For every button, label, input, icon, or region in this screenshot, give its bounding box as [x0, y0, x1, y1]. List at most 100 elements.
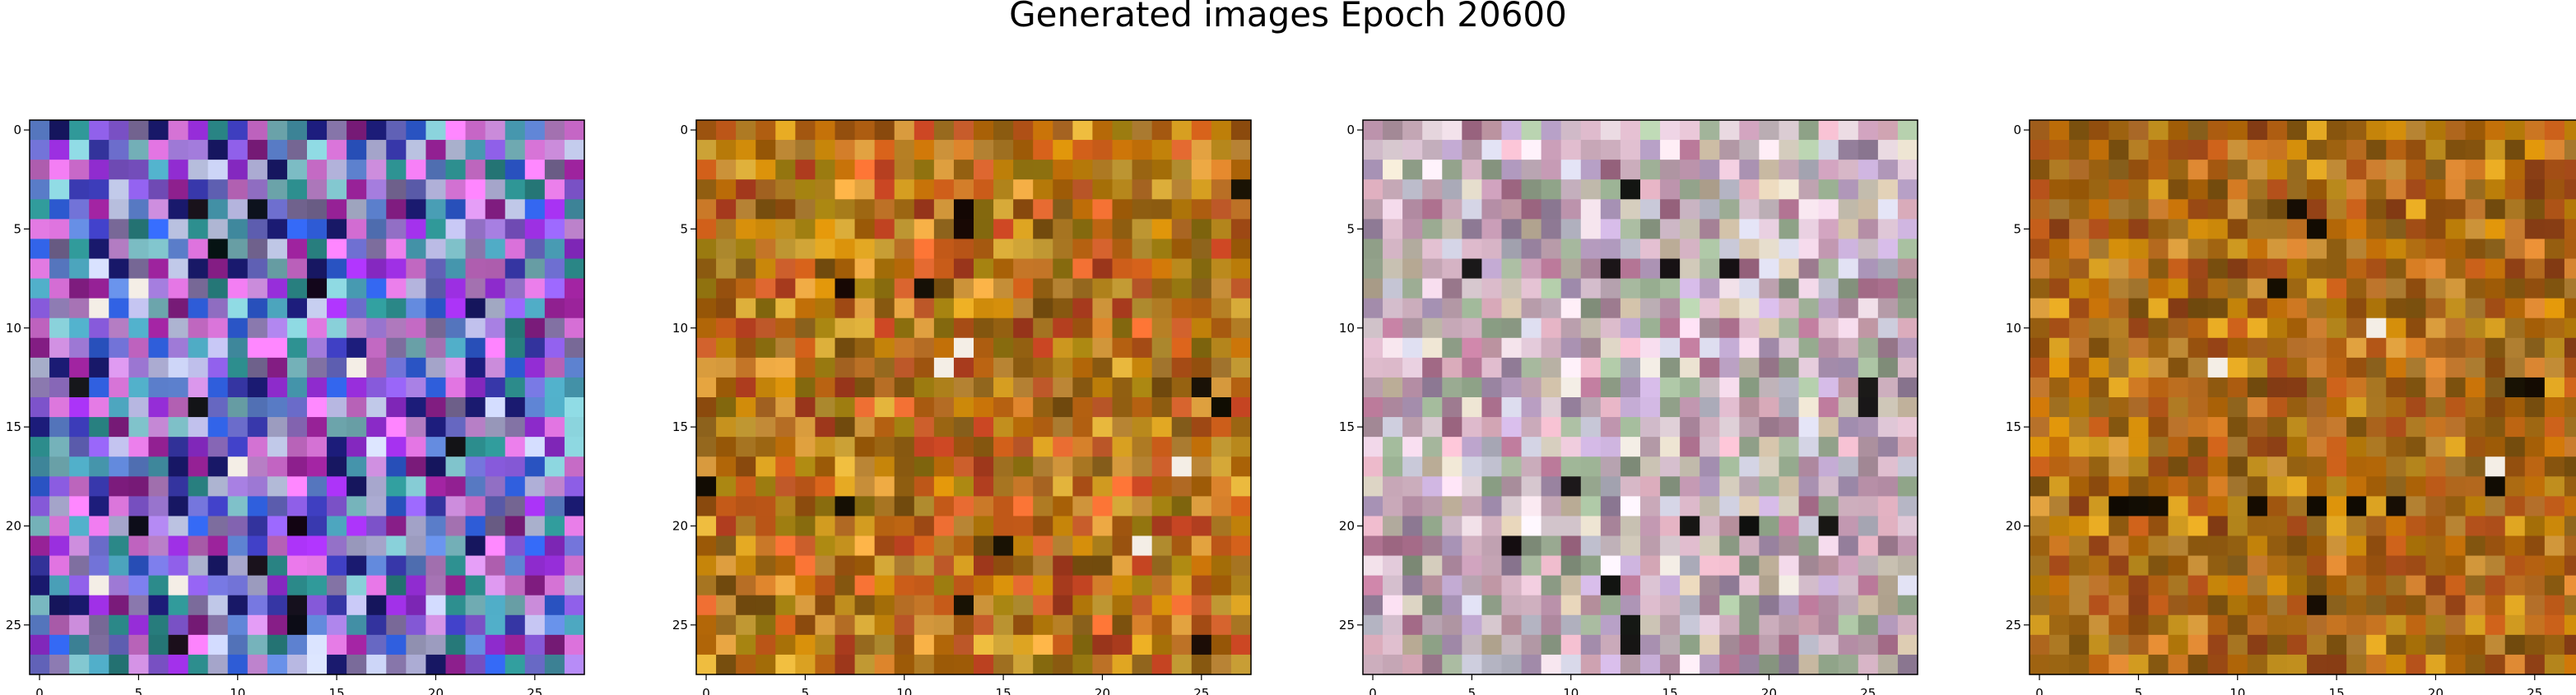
pixel-cell — [2346, 417, 2367, 438]
pixel-cell — [307, 179, 328, 200]
pixel-cell — [2544, 357, 2565, 378]
pixel-cell — [89, 595, 109, 616]
pixel-cell — [425, 199, 447, 220]
pixel-cell — [524, 437, 546, 457]
pixel-cell — [524, 654, 546, 675]
pixel-cell — [2227, 614, 2248, 636]
pixel-cell — [2109, 535, 2129, 557]
pixel-cell — [1422, 535, 1443, 557]
pixel-cell — [1818, 120, 1839, 141]
pixel-cell — [2247, 160, 2268, 180]
pixel-cell — [2445, 417, 2467, 438]
pixel-cell — [854, 417, 876, 438]
pixel-cell — [2386, 575, 2406, 596]
pixel-cell — [485, 476, 506, 497]
pixel-cell — [1600, 140, 1621, 160]
pixel-cell — [267, 219, 288, 240]
pixel-cell — [1402, 456, 1423, 477]
pixel-cell — [128, 654, 150, 675]
pixel-cell — [2346, 357, 2367, 378]
pixel-cell — [1779, 239, 1800, 260]
pixel-cell — [69, 535, 90, 557]
pixel-cell — [1858, 575, 1879, 596]
pixel-cell — [445, 555, 467, 577]
pixel-cell — [1858, 535, 1879, 557]
pixel-cell — [1660, 357, 1681, 378]
pixel-cell — [2188, 575, 2209, 596]
pixel-cell — [2564, 357, 2576, 378]
pixel-cell — [1501, 614, 1523, 636]
pixel-cell — [2286, 120, 2308, 141]
pixel-cell — [736, 239, 756, 260]
pixel-cell — [1560, 437, 1582, 457]
pixel-cell — [894, 239, 915, 260]
pixel-cell — [1383, 140, 1403, 160]
pixel-cell — [346, 317, 367, 339]
pixel-cell — [1600, 317, 1621, 339]
pixel-cell — [1858, 258, 1879, 280]
pixel-cell — [1640, 555, 1661, 577]
pixel-cell — [2544, 298, 2565, 319]
pixel-cell — [2406, 140, 2427, 160]
pixel-cell — [1013, 654, 1034, 675]
pixel-cell — [524, 317, 546, 339]
pixel-cell — [2089, 575, 2109, 596]
pixel-cell — [974, 357, 994, 378]
pixel-cell — [544, 654, 565, 675]
pixel-cell — [2188, 377, 2209, 398]
pixel-cell — [1759, 575, 1780, 596]
pixel-cell — [69, 634, 90, 656]
pixel-cell — [1501, 437, 1523, 457]
y-tick-label: 5 — [680, 221, 688, 236]
pixel-cell — [933, 258, 955, 280]
pixel-cell — [2128, 654, 2150, 675]
pixel-cell — [1383, 456, 1403, 477]
pixel-cell — [2544, 654, 2565, 675]
pixel-cell — [1680, 298, 1700, 319]
pixel-cell — [1501, 258, 1523, 280]
pixel-cell — [1779, 219, 1800, 240]
pixel-cell — [1191, 199, 1212, 220]
pixel-cell — [30, 614, 50, 636]
pixel-cell — [2465, 239, 2486, 260]
y-tick-label: 5 — [2013, 221, 2021, 236]
pixel-cell — [2227, 476, 2248, 497]
pixel-cell — [1151, 516, 1173, 537]
y-tick-label: 10 — [1339, 321, 1355, 336]
pixel-cell — [188, 278, 209, 299]
pixel-cell — [1151, 496, 1173, 517]
pixel-cell — [696, 120, 717, 141]
pixel-cell — [1132, 456, 1153, 477]
pixel-cell — [2366, 140, 2387, 160]
pixel-cell — [524, 199, 546, 220]
pixel-cell — [1092, 614, 1114, 636]
pixel-cell — [267, 575, 288, 596]
pixel-cell — [1838, 437, 1859, 457]
pixel-cell — [974, 258, 994, 280]
pixel-cell — [544, 496, 565, 517]
pixel-cell — [227, 575, 249, 596]
pixel-cell — [1053, 239, 1073, 260]
pixel-cell — [505, 437, 526, 457]
pixel-cell — [1171, 337, 1193, 359]
pixel-cell — [716, 535, 737, 557]
pixel-cell — [168, 614, 189, 636]
pixel-cell — [406, 496, 427, 517]
pixel-cell — [247, 160, 268, 180]
pixel-cell — [1877, 258, 1899, 280]
pixel-cell — [1779, 278, 1800, 299]
pixel-cell — [544, 377, 565, 398]
pixel-cell — [1541, 120, 1562, 141]
pixel-cell — [1580, 614, 1602, 636]
pixel-cell — [1580, 476, 1602, 497]
pixel-cell — [2307, 377, 2327, 398]
pixel-cell — [736, 179, 756, 200]
pixel-cell — [914, 535, 935, 557]
pixel-cell — [1838, 179, 1859, 200]
pixel-cell — [914, 140, 935, 160]
pixel-cell — [2445, 179, 2467, 200]
pixel-cell — [1112, 614, 1133, 636]
pixel-cell — [736, 120, 756, 141]
pixel-cell — [2485, 377, 2506, 398]
pixel-cell — [1481, 535, 1503, 557]
